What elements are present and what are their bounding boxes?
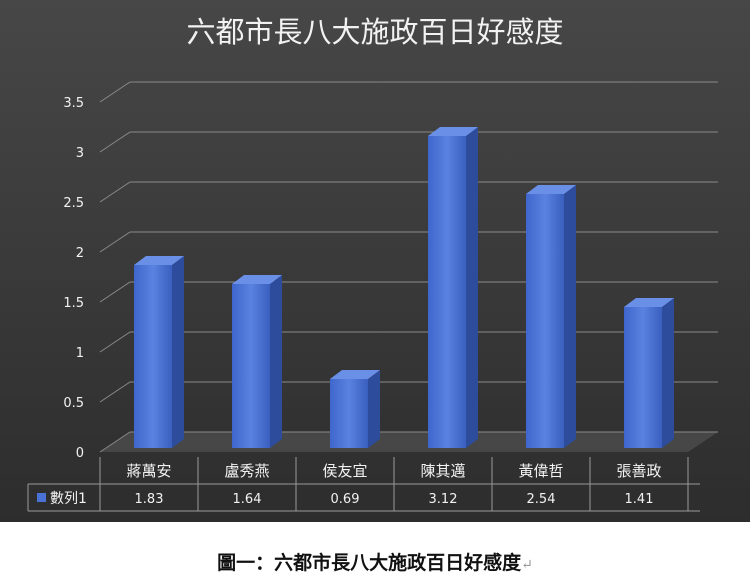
figure-caption: 圖一：六都市長八大施政百日好感度↵: [0, 548, 750, 575]
gridline-side: [99, 431, 131, 453]
legend-swatch: [37, 493, 46, 502]
y-tick-label: 1: [76, 346, 84, 361]
bar-side: [368, 370, 380, 448]
bar-front: [134, 265, 172, 448]
y-tick-label: 1.5: [63, 296, 84, 311]
data-table-value: 1.64: [233, 492, 262, 507]
bar-top: [428, 127, 478, 136]
bar: [428, 127, 478, 448]
gridline-side: [99, 131, 131, 153]
gridline-side: [99, 81, 131, 103]
gridline-side: [99, 281, 131, 303]
x-category-label: 侯友宜: [322, 462, 367, 480]
chart-area: 六都市長八大施政百日好感度 0 0.5 1 1.5 2 2.5 3 3.5 蔣萬安 1.83 盧秀…: [0, 0, 750, 522]
x-category-label: 蔣萬安: [126, 462, 171, 480]
bar-front: [330, 379, 368, 448]
y-tick-label: 3.5: [63, 96, 84, 111]
y-tick-label: 0: [76, 446, 84, 461]
gridline-side: [99, 231, 131, 253]
return-mark: ↵: [521, 557, 533, 573]
data-table-value: 3.12: [429, 492, 458, 507]
bar-chart: 六都市長八大施政百日好感度 0 0.5 1 1.5 2 2.5 3 3.5 蔣萬安 1.83 盧秀…: [0, 0, 750, 522]
bar-front: [428, 136, 466, 448]
bar-top: [624, 298, 674, 307]
bar-side: [270, 275, 282, 448]
bar-side: [172, 256, 184, 448]
bar-front: [526, 194, 564, 448]
bar-front: [624, 307, 662, 448]
y-tick-label: 0.5: [63, 396, 84, 411]
bar-side: [466, 127, 478, 448]
bar: [624, 298, 674, 448]
chart-title: 六都市長八大施政百日好感度: [186, 15, 563, 49]
bar: [526, 185, 576, 448]
data-table-value: 0.69: [331, 492, 360, 507]
y-tick-label: 2.5: [63, 196, 84, 211]
bar: [330, 370, 380, 448]
x-category-label: 張善政: [616, 462, 661, 480]
bar-top: [134, 256, 184, 265]
bar: [134, 256, 184, 448]
gridline-side: [99, 331, 131, 353]
x-category-label: 盧秀燕: [224, 462, 269, 480]
bar-top: [330, 370, 380, 379]
bar: [232, 275, 282, 448]
data-table-value: 2.54: [527, 492, 556, 507]
bar-top: [232, 275, 282, 284]
bar-side: [564, 185, 576, 448]
legend-series-name: 數列1: [50, 491, 87, 507]
x-category-label: 黃偉哲: [518, 462, 563, 480]
caption-text: 圖一：六都市長八大施政百日好感度: [217, 552, 522, 574]
gridline-side: [99, 381, 131, 403]
bar-top: [526, 185, 576, 194]
y-tick-label: 3: [76, 146, 84, 161]
bar-front: [232, 284, 270, 448]
data-table-value: 1.41: [625, 492, 654, 507]
gridline-side: [99, 181, 131, 203]
x-category-label: 陳其邁: [420, 462, 465, 480]
bar-side: [662, 298, 674, 448]
y-tick-label: 2: [76, 246, 84, 261]
data-table-value: 1.83: [135, 492, 164, 507]
